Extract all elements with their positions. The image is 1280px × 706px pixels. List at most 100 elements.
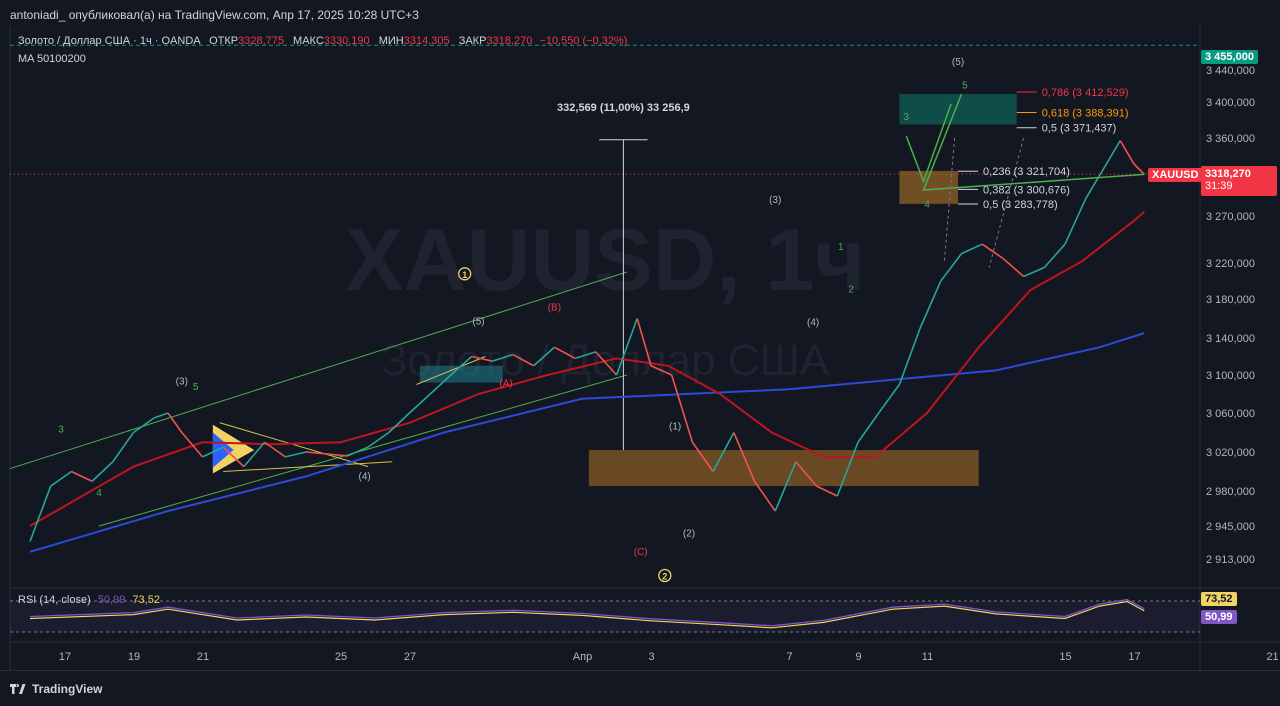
x-tick-label: 21 [1266, 651, 1278, 663]
y-tick-label: 3 270,000 [1206, 211, 1255, 223]
open-value: 3328,775 [238, 35, 284, 47]
rsi-legend: RSI (14, close) 50,99 73,52 [18, 594, 160, 606]
price-segment [981, 243, 1004, 259]
price-segment [243, 441, 266, 468]
ma-blue-line [29, 332, 1145, 553]
price-segment [367, 431, 390, 448]
y-tick-label: 3 360,000 [1206, 133, 1255, 145]
price-segment [712, 432, 735, 472]
x-tick-label: Апр [573, 651, 592, 663]
fib-label: 0,5 (3 283,778) [983, 199, 1058, 211]
channel-lower-line [98, 374, 627, 527]
projection-dashed-1 [943, 137, 956, 264]
price-segment [305, 451, 327, 455]
wave-label: 5 [193, 382, 199, 393]
wave-label: (5) [952, 57, 964, 68]
symbol-legend: Золото / Доллар США · 1ч · OANDA ОТКР332… [18, 35, 627, 47]
wave-label: (1) [669, 422, 681, 433]
y-tick-label: 3 140,000 [1206, 333, 1255, 345]
wave-label: 2 [848, 285, 854, 296]
price-segment [492, 353, 514, 362]
price-segment [285, 451, 307, 458]
wave-label: 4 [924, 199, 930, 210]
price-segment [222, 446, 245, 468]
rsi-value-1: 50,99 [97, 594, 126, 606]
x-tick-label: 21 [197, 651, 209, 663]
price-segment [961, 243, 983, 255]
y-tick-label: 3 060,000 [1206, 408, 1255, 420]
y-tick-label: 3 100,000 [1206, 370, 1255, 382]
wave-circle-marker [458, 267, 472, 281]
mini-zone [419, 365, 503, 383]
y-tick-label: 2 913,000 [1206, 554, 1255, 566]
price-segment [91, 461, 114, 482]
rsi-value-2: 73,52 [132, 594, 160, 606]
y-tick-label: 3 440,000 [1206, 65, 1255, 77]
wave-label: (4) [359, 471, 371, 482]
price-segment [450, 355, 473, 376]
price-segment [691, 441, 714, 472]
rsi-label: RSI (14, close) [18, 594, 91, 606]
fib-label: 0,786 (3 412,529) [1042, 87, 1129, 99]
price-segment [533, 346, 555, 367]
price-segment [774, 461, 797, 512]
price-segment [429, 374, 452, 395]
high-value: 3330,190 [323, 35, 370, 47]
volume-profile-blue [212, 432, 234, 468]
price-segment [71, 470, 93, 482]
low-label: МИН [378, 35, 404, 47]
rsi-tag-upper: 73,52 [1201, 592, 1237, 606]
price-segment [670, 374, 694, 443]
price-segment [1119, 140, 1135, 165]
ma-red-line [29, 210, 1145, 527]
x-tick-label: 17 [59, 651, 71, 663]
price-segment [816, 485, 838, 497]
footer-bar [0, 670, 1280, 706]
wave-label: 3 [58, 425, 64, 436]
fib-label: 0,382 (3 300,676) [983, 184, 1070, 196]
price-segment [636, 318, 652, 366]
price-segment [202, 446, 224, 458]
projection-line [922, 93, 1145, 191]
wave-label: (3) [176, 377, 188, 388]
wave-a-line [416, 356, 486, 385]
price-segment [326, 453, 348, 457]
price-segment [29, 485, 52, 542]
rsi-line [29, 598, 1145, 627]
price-segment [940, 253, 963, 282]
symbol-title: Золото / Доллар США · 1ч · OANDA [18, 35, 200, 47]
y-tick-label: 2 980,000 [1206, 486, 1255, 498]
watermark-ticker: XAUUSD, 1ч [345, 210, 866, 309]
wave-label: (4) [807, 317, 819, 328]
price-segment [554, 346, 576, 360]
symbol-tag: XAUUSD [1148, 168, 1203, 182]
price-segment [347, 446, 369, 457]
wave-label: 1 [838, 242, 844, 253]
fib-label: 0,618 (3 388,391) [1042, 107, 1129, 119]
wave-circle-label: 2 [662, 572, 667, 582]
high-label: МАКС [293, 35, 324, 47]
fib-label: 0,5 (3 371,437) [1042, 123, 1117, 135]
byline: antoniadi_ опубликовал(а) на TradingView… [10, 8, 419, 22]
tradingview-brand: TradingView [10, 682, 102, 696]
channel-upper-line [9, 271, 628, 470]
price-segment [615, 318, 638, 376]
price-segment [795, 461, 818, 487]
x-tick-label: 7 [786, 651, 792, 663]
price-segment [167, 412, 183, 433]
wave-label: (A) [499, 378, 512, 389]
price-segment [1023, 266, 1045, 278]
price-segment [919, 280, 942, 329]
rsi-ma-line [29, 600, 1145, 629]
wave-label: 4 [96, 488, 102, 499]
price-segment [1064, 198, 1087, 245]
wave-label: (2) [683, 528, 695, 539]
fib-label: 0,236 (3 321,704) [983, 166, 1070, 178]
y-tick-label: 3 220,000 [1206, 258, 1255, 270]
price-segment [733, 432, 756, 482]
change-value: −10,550 (−0,32%) [539, 35, 628, 47]
x-tick-label: 9 [855, 651, 861, 663]
rsi-tag-lower: 50,99 [1201, 610, 1237, 624]
measure-label: 332,569 (11,00%) 33 256,9 [557, 102, 690, 114]
